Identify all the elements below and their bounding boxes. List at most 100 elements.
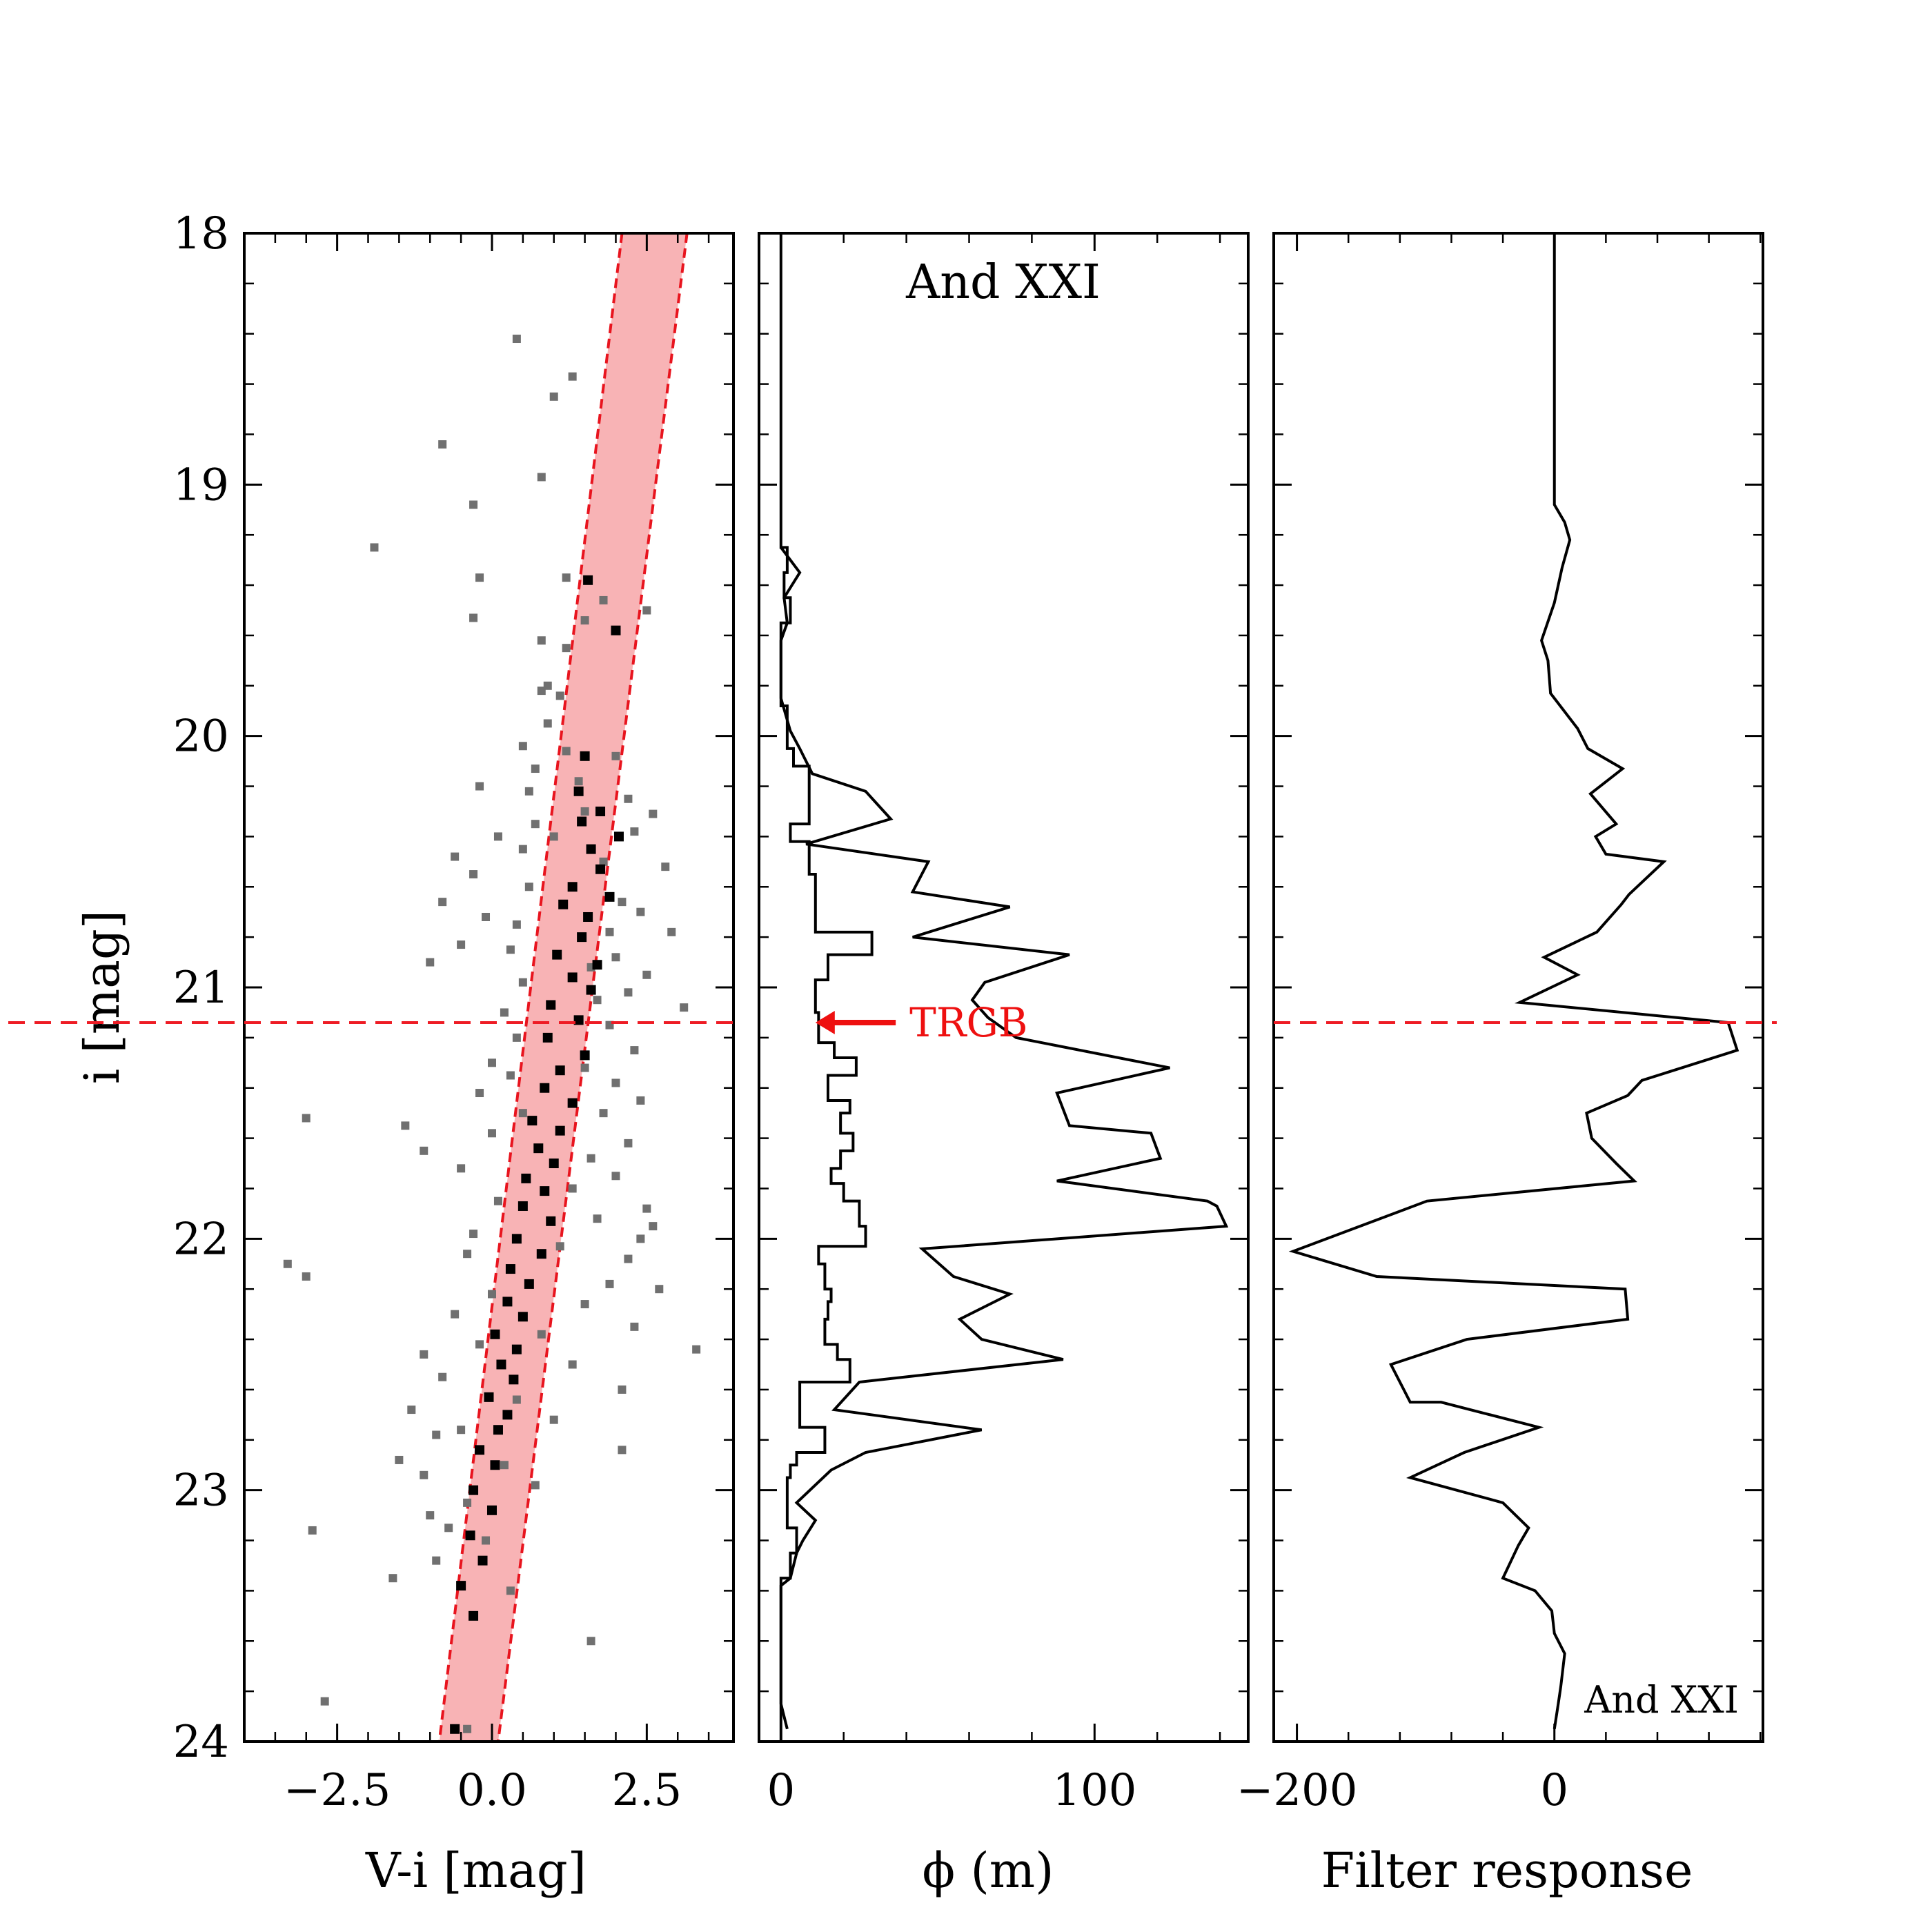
star-point bbox=[593, 996, 602, 1005]
star-point bbox=[308, 1526, 317, 1535]
star-point bbox=[500, 1461, 509, 1470]
star-point bbox=[667, 927, 676, 936]
star-point bbox=[624, 1138, 633, 1147]
cmd-xtick-label: −2.5 bbox=[284, 1765, 391, 1816]
star-point bbox=[438, 1372, 447, 1381]
filter-frame bbox=[1272, 232, 1764, 1743]
star-point bbox=[586, 1637, 595, 1646]
star-point bbox=[562, 644, 571, 653]
star-point bbox=[580, 1300, 589, 1309]
star-point bbox=[599, 595, 608, 604]
selected-star-point bbox=[549, 1159, 559, 1169]
star-point bbox=[655, 1285, 664, 1294]
star-point bbox=[524, 787, 533, 796]
selected-star-point bbox=[477, 1555, 488, 1566]
selected-star-point bbox=[465, 1530, 475, 1541]
star-point bbox=[636, 1096, 645, 1105]
star-point bbox=[568, 1184, 577, 1193]
star-point bbox=[580, 1063, 589, 1072]
star-point bbox=[586, 1154, 595, 1163]
selected-star-point bbox=[567, 882, 578, 892]
selected-star-point bbox=[583, 575, 593, 585]
star-point bbox=[568, 1360, 577, 1369]
star-point bbox=[506, 945, 515, 954]
selected-star-point bbox=[533, 1143, 544, 1154]
star-point bbox=[624, 1254, 633, 1263]
cmd-panel: 18 19 20 21 22 23 24 −2.5 0.0 2.5 V-i [mag] i [ma… bbox=[74, 208, 735, 1899]
selected-star-point bbox=[604, 891, 615, 902]
selected-star-point bbox=[540, 1083, 550, 1093]
star-point bbox=[531, 765, 540, 773]
selected-star-point bbox=[546, 1000, 556, 1010]
trgb-label: TRGB bbox=[909, 999, 1027, 1046]
selected-star-point bbox=[493, 1425, 503, 1435]
cmd-xtick-label: 0.0 bbox=[457, 1765, 527, 1816]
star-point bbox=[475, 782, 484, 791]
star-point bbox=[475, 1089, 484, 1098]
star-point bbox=[426, 958, 435, 967]
star-point bbox=[493, 1196, 502, 1205]
filter-xtick-label: 0 bbox=[1540, 1765, 1568, 1816]
star-point bbox=[599, 857, 608, 866]
star-point bbox=[611, 953, 620, 962]
star-point bbox=[642, 1204, 651, 1213]
cmd-x-label: V-i [mag] bbox=[365, 1842, 586, 1899]
selected-star-point bbox=[546, 1216, 556, 1226]
star-point bbox=[537, 636, 546, 645]
star-point bbox=[562, 747, 571, 756]
trgb-arrow-head bbox=[815, 1011, 835, 1035]
selected-star-point bbox=[511, 1234, 522, 1244]
cmd-ytick-label: 21 bbox=[173, 963, 229, 1014]
cmd-ytick-label: 18 bbox=[173, 208, 229, 259]
star-point bbox=[543, 719, 552, 728]
star-point bbox=[568, 372, 577, 381]
star-point bbox=[432, 1430, 441, 1439]
star-point bbox=[605, 1279, 614, 1288]
star-point bbox=[463, 1250, 472, 1259]
selected-star-point bbox=[586, 985, 596, 995]
star-point bbox=[388, 1574, 397, 1583]
selected-star-point bbox=[611, 625, 621, 635]
selected-star-point bbox=[490, 1329, 500, 1339]
selected-star-point bbox=[567, 972, 578, 983]
star-point bbox=[692, 1345, 701, 1354]
star-point bbox=[432, 1556, 441, 1565]
star-point bbox=[661, 862, 670, 871]
cmd-ticks: 18 19 20 21 22 23 24 −2.5 0.0 2.5 bbox=[173, 208, 733, 1816]
selected-star-point bbox=[583, 911, 593, 922]
lf-xtick-label: 100 bbox=[1052, 1765, 1136, 1816]
lf-stepped-line bbox=[779, 233, 874, 1742]
star-point bbox=[580, 807, 589, 816]
star-point bbox=[457, 1426, 466, 1435]
star-point bbox=[618, 1385, 627, 1394]
star-point bbox=[580, 616, 589, 625]
star-point bbox=[611, 1172, 620, 1181]
filter-xtick-label: −200 bbox=[1236, 1765, 1358, 1816]
star-point bbox=[438, 898, 447, 907]
star-point bbox=[642, 970, 651, 979]
selected-star-point bbox=[613, 831, 624, 842]
star-point bbox=[512, 1395, 521, 1404]
star-point bbox=[487, 1129, 496, 1138]
lf-x-label: ϕ (m) bbox=[923, 1842, 1054, 1899]
selected-star-point bbox=[511, 1344, 522, 1354]
star-point bbox=[618, 898, 627, 907]
filter-x-label: Filter response bbox=[1321, 1842, 1693, 1899]
star-point bbox=[469, 613, 478, 622]
star-point bbox=[549, 1415, 558, 1424]
star-point bbox=[487, 1058, 496, 1067]
filter-panel-label: And XXI bbox=[1584, 1678, 1739, 1722]
selected-star-point bbox=[521, 1173, 531, 1183]
selected-star-point bbox=[518, 1201, 528, 1211]
star-point bbox=[370, 543, 379, 552]
star-point bbox=[518, 1109, 527, 1118]
star-point bbox=[469, 870, 478, 879]
selected-star-point bbox=[573, 1015, 584, 1025]
star-point bbox=[444, 1524, 453, 1532]
cmd-ytick-label: 20 bbox=[173, 711, 229, 762]
selected-star-point bbox=[552, 949, 562, 960]
star-point bbox=[593, 1214, 602, 1223]
star-point bbox=[599, 1109, 608, 1118]
star-point bbox=[605, 927, 614, 936]
